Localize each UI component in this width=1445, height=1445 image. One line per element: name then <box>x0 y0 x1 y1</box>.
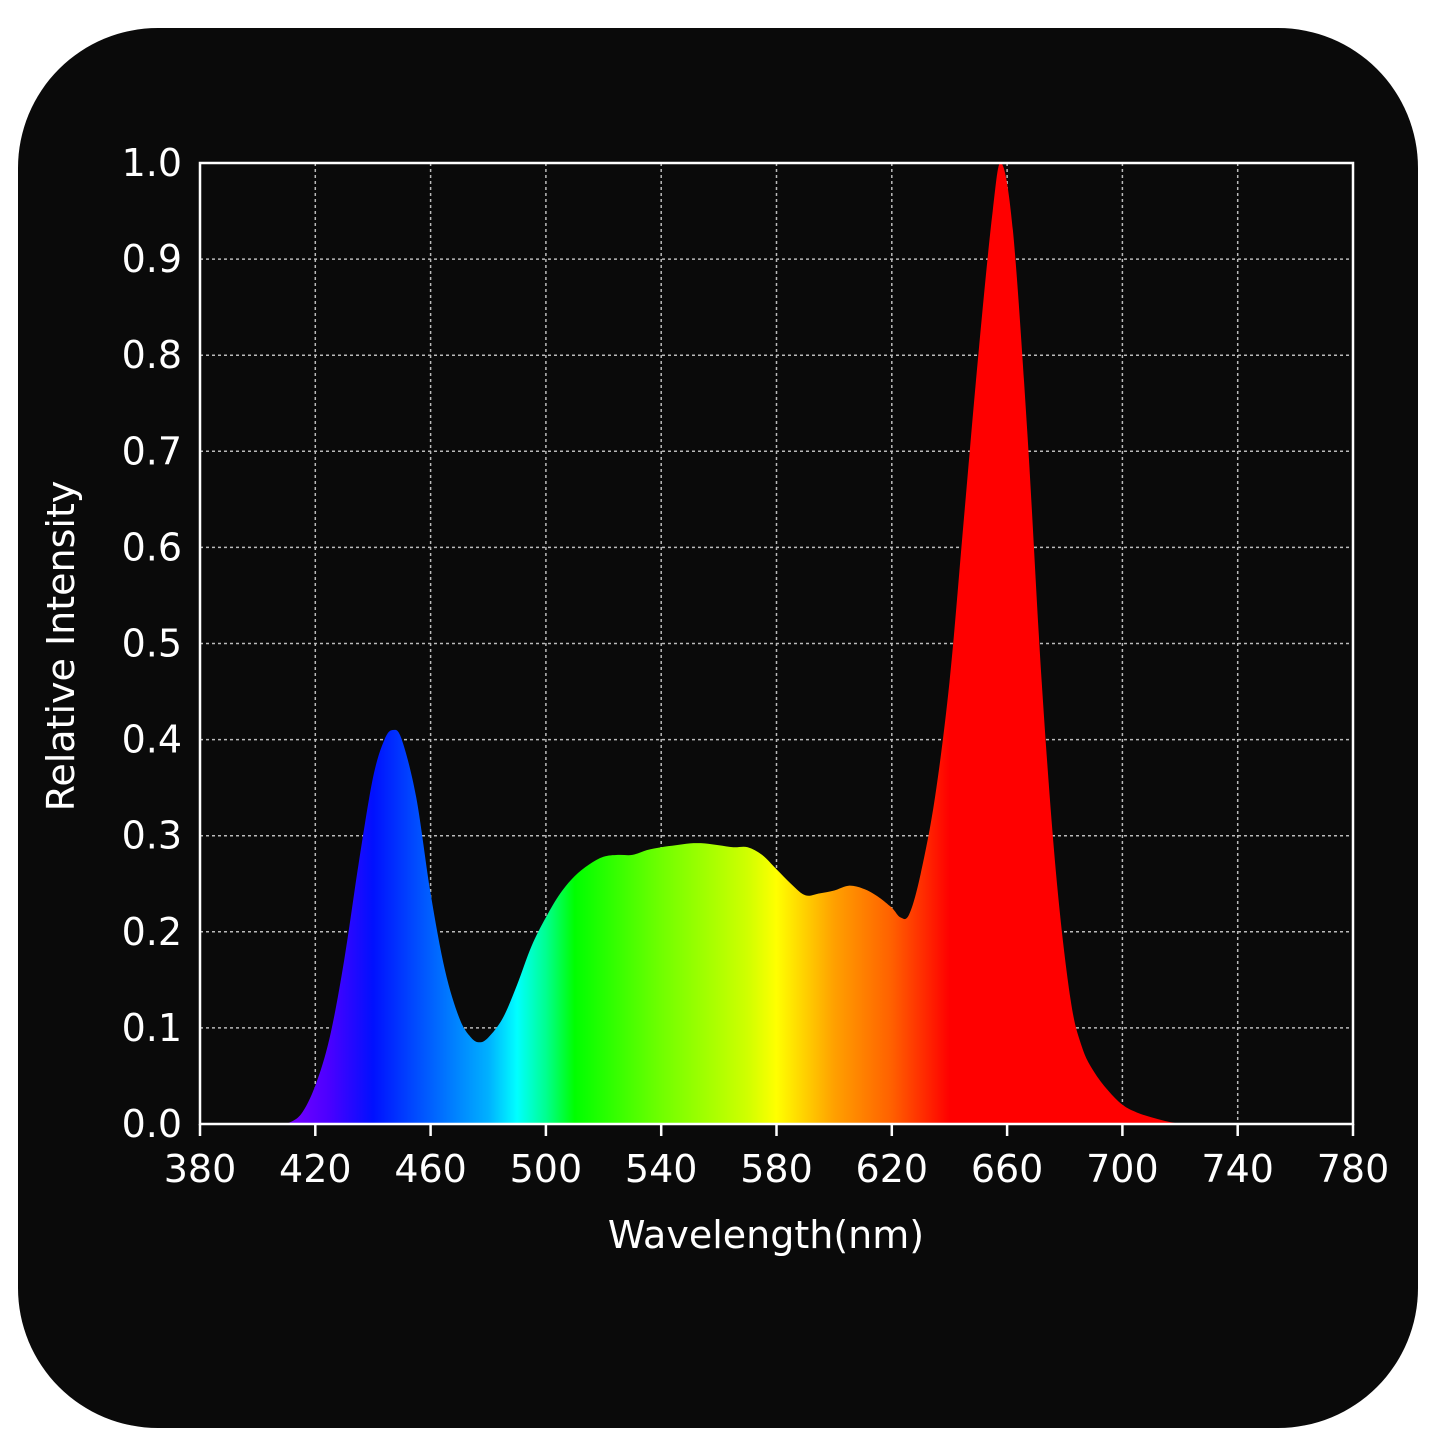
y-tick-label: 0.0 <box>122 1102 182 1146</box>
x-tick-label: 500 <box>510 1147 583 1191</box>
x-tick-label: 620 <box>856 1147 929 1191</box>
y-tick-label: 0.2 <box>122 910 182 954</box>
y-tick-label: 0.1 <box>122 1006 182 1050</box>
y-tick-label: 0.9 <box>122 237 182 281</box>
x-tick-label: 580 <box>740 1147 813 1191</box>
chart-panel <box>18 28 1418 1428</box>
spectrum-area <box>286 162 1181 1125</box>
x-tick-label: 380 <box>164 1147 237 1191</box>
x-axis-title: Wavelength(nm) <box>608 1213 924 1257</box>
x-tick-label: 780 <box>1317 1147 1390 1191</box>
x-tick-label: 660 <box>971 1147 1044 1191</box>
y-tick-label: 0.6 <box>122 525 182 569</box>
y-tick-label: 0.8 <box>122 333 182 377</box>
y-tick-label: 1.0 <box>122 141 182 185</box>
y-tick-label: 0.7 <box>122 429 182 473</box>
x-tick-label: 740 <box>1201 1147 1274 1191</box>
y-tick-label: 0.5 <box>122 622 182 666</box>
x-tick-label: 540 <box>625 1147 698 1191</box>
x-tick-label: 700 <box>1086 1147 1159 1191</box>
y-tick-label: 0.3 <box>122 814 182 858</box>
x-tick-label: 420 <box>279 1147 352 1191</box>
y-axis-title: Relative Intensity <box>39 481 83 812</box>
x-tick-label: 460 <box>394 1147 467 1191</box>
x-axis-ticks: 380 420 460 500 540 580 620 660 700 740 780 <box>164 1124 1390 1191</box>
y-axis-ticks: 0.0 0.1 0.2 0.3 0.4 0.5 0.6 0.7 0.8 0.9 1.0 <box>122 141 182 1146</box>
y-tick-label: 0.4 <box>122 718 182 762</box>
